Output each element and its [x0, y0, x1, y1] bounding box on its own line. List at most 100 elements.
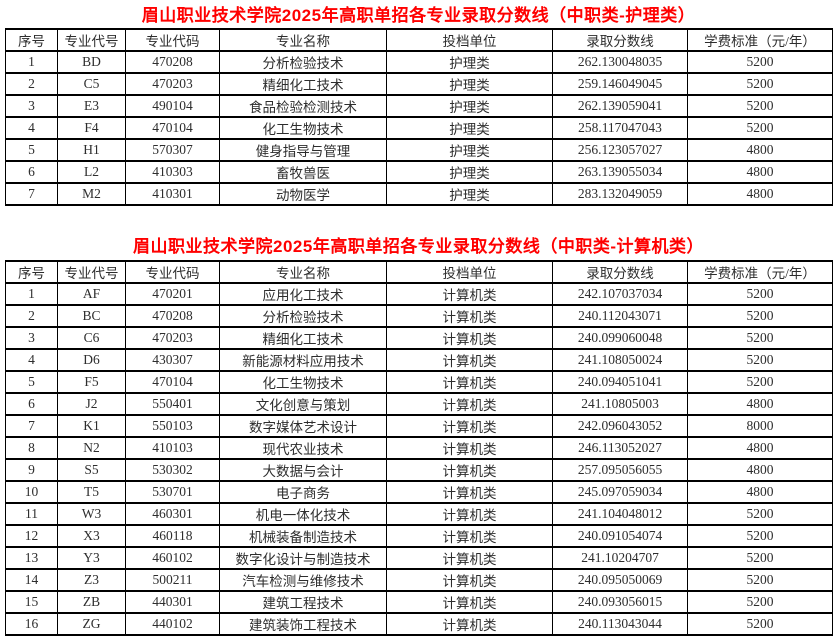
cell-serial: 7: [5, 182, 58, 206]
cell-major-code: 410303: [125, 160, 220, 184]
cell-score-line: 242.107037034: [552, 282, 688, 306]
cell-major-name: 机械装备制造技术: [219, 524, 387, 548]
cell-major-letter-code: D6: [57, 348, 126, 372]
cell-serial: 4: [5, 116, 58, 140]
cell-major-letter-code: E3: [57, 94, 126, 118]
cell-score-line: 259.146049045: [552, 72, 688, 96]
cell-filing-unit: 计算机类: [386, 304, 553, 328]
cell-major-name: 动物医学: [219, 182, 387, 206]
cell-major-letter-code: ZB: [57, 590, 126, 614]
cell-serial: 5: [5, 370, 58, 394]
cell-tuition: 5200: [687, 348, 833, 372]
cell-major-letter-code: F4: [57, 116, 126, 140]
cell-filing-unit: 计算机类: [386, 414, 553, 438]
cell-major-letter-code: X3: [57, 524, 126, 548]
column-header-major-name: 专业名称: [219, 260, 387, 284]
cell-major-code: 410301: [125, 182, 220, 206]
cell-score-line: 240.093056015: [552, 590, 688, 614]
cell-major-name: 电子商务: [219, 480, 387, 504]
table-row: 2 C5 470203 精细化工技术 护理类 259.146049045 5200: [5, 72, 833, 96]
cell-major-letter-code: AF: [57, 282, 126, 306]
table-title-nursing: 眉山职业技术学院2025年高职单招各专业录取分数线（中职类-护理类）: [141, 6, 696, 25]
table-row: 6 J2 550401 文化创意与策划 计算机类 241.10805003 4800: [5, 392, 833, 416]
column-header-major-code: 专业代码: [125, 260, 220, 284]
cell-score-line: 242.096043052: [552, 414, 688, 438]
cell-filing-unit: 护理类: [386, 138, 553, 162]
cell-score-line: 256.123057027: [552, 138, 688, 162]
cell-major-letter-code: Z3: [57, 568, 126, 592]
cell-tuition: 4800: [687, 436, 833, 460]
cell-tuition: 5200: [687, 304, 833, 328]
table-row: 15 ZB 440301 建筑工程技术 计算机类 240.093056015 5200: [5, 590, 833, 614]
cell-score-line: 262.130048035: [552, 50, 688, 74]
cell-major-code: 550401: [125, 392, 220, 416]
column-header-major-letter-code: 专业代号: [57, 28, 126, 52]
cell-major-name: 现代农业技术: [219, 436, 387, 460]
cell-major-name: 精细化工技术: [219, 326, 387, 350]
table-row: 7 K1 550103 数字媒体艺术设计 计算机类 242.096043052 8000: [5, 414, 833, 438]
cell-serial: 8: [5, 436, 58, 460]
cell-tuition: 4800: [687, 160, 833, 184]
cell-filing-unit: 计算机类: [386, 546, 553, 570]
cell-score-line: 263.139055034: [552, 160, 688, 184]
cell-serial: 6: [5, 160, 58, 184]
column-header-major-name: 专业名称: [219, 28, 387, 52]
table-row: 4 F4 470104 化工生物技术 护理类 258.117047043 5200: [5, 116, 833, 140]
cell-major-name: 数字媒体艺术设计: [219, 414, 387, 438]
cell-filing-unit: 计算机类: [386, 524, 553, 548]
cell-tuition: 4800: [687, 138, 833, 162]
table-row: 8 N2 410103 现代农业技术 计算机类 246.113052027 4800: [5, 436, 833, 460]
cell-major-letter-code: H1: [57, 138, 126, 162]
cell-score-line: 240.112043071: [552, 304, 688, 328]
cell-major-letter-code: J2: [57, 392, 126, 416]
cell-major-code: 530701: [125, 480, 220, 504]
table-row: 3 E3 490104 食品检验检测技术 护理类 262.139059041 5200: [5, 94, 833, 118]
column-header-major-code: 专业代码: [125, 28, 220, 52]
cell-major-letter-code: ZG: [57, 612, 126, 636]
cell-score-line: 283.132049059: [552, 182, 688, 206]
cell-major-code: 490104: [125, 94, 220, 118]
table-row: 5 H1 570307 健身指导与管理 护理类 256.123057027 4800: [5, 138, 833, 162]
cell-filing-unit: 计算机类: [386, 348, 553, 372]
cell-score-line: 257.095056055: [552, 458, 688, 482]
cell-major-name: 建筑装饰工程技术: [219, 612, 387, 636]
cell-score-line: 241.10805003: [552, 392, 688, 416]
cell-score-line: 241.10204707: [552, 546, 688, 570]
cell-serial: 3: [5, 94, 58, 118]
cell-filing-unit: 计算机类: [386, 568, 553, 592]
cell-serial: 1: [5, 50, 58, 74]
cell-score-line: 245.097059034: [552, 480, 688, 504]
cell-major-code: 570307: [125, 138, 220, 162]
cell-major-letter-code: Y3: [57, 546, 126, 570]
score-table-nursing: 序号 专业代号 专业代码 专业名称 投档单位 录取分数线 学费标准（元/年） 1 BD 4702…: [5, 28, 833, 206]
cell-major-code: 470208: [125, 50, 220, 74]
cell-major-letter-code: T5: [57, 480, 126, 504]
table-row: 5 F5 470104 化工生物技术 计算机类 240.094051041 5200: [5, 370, 833, 394]
cell-tuition: 5200: [687, 282, 833, 306]
score-table-computer: 序号 专业代号 专业代码 专业名称 投档单位 录取分数线 学费标准（元/年） 1 AF 4702…: [5, 260, 833, 636]
column-header-tuition: 学费标准（元/年）: [687, 28, 833, 52]
cell-major-code: 430307: [125, 348, 220, 372]
nursing-category-section: 眉山职业技术学院2025年高职单招各专业录取分数线（中职类-护理类） 序号 专业代…: [5, 0, 833, 206]
cell-major-name: 畜牧兽医: [219, 160, 387, 184]
cell-filing-unit: 计算机类: [386, 392, 553, 416]
cell-major-letter-code: K1: [57, 414, 126, 438]
cell-major-code: 550103: [125, 414, 220, 438]
cell-major-code: 440301: [125, 590, 220, 614]
cell-serial: 12: [5, 524, 58, 548]
cell-tuition: 5200: [687, 94, 833, 118]
cell-serial: 3: [5, 326, 58, 350]
cell-score-line: 240.094051041: [552, 370, 688, 394]
cell-score-line: 240.113043044: [552, 612, 688, 636]
table-row: 10 T5 530701 电子商务 计算机类 245.097059034 4800: [5, 480, 833, 504]
cell-filing-unit: 计算机类: [386, 282, 553, 306]
cell-serial: 11: [5, 502, 58, 526]
cell-serial: 13: [5, 546, 58, 570]
cell-major-name: 文化创意与策划: [219, 392, 387, 416]
cell-major-code: 470201: [125, 282, 220, 306]
header-row: 序号 专业代号 专业代码 专业名称 投档单位 录取分数线 学费标准（元/年）: [5, 260, 833, 284]
cell-tuition: 4800: [687, 480, 833, 504]
cell-tuition: 4800: [687, 392, 833, 416]
cell-filing-unit: 计算机类: [386, 326, 553, 350]
column-header-score-line: 录取分数线: [552, 260, 688, 284]
